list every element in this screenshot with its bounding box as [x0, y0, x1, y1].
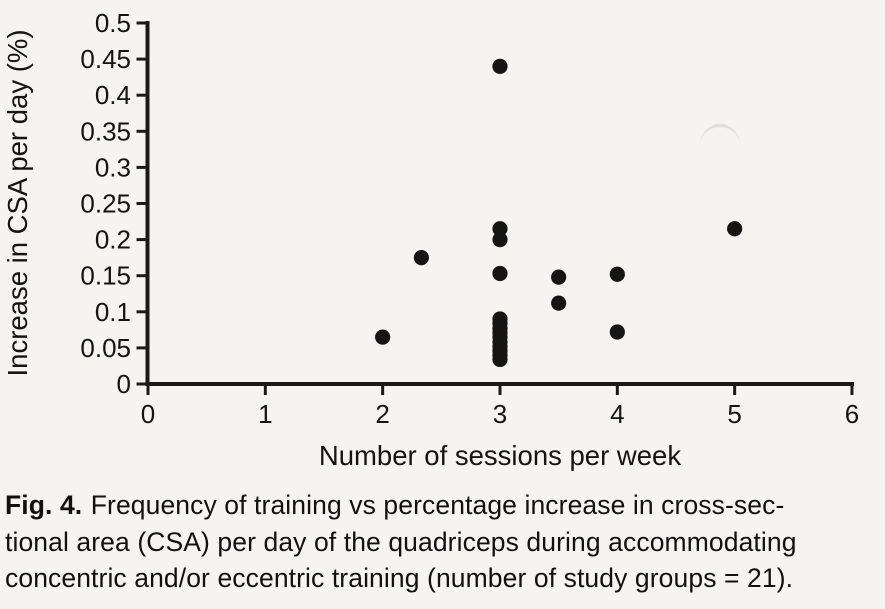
y-axis-title: Increase in CSA per day (%) [2, 30, 33, 377]
data-point [492, 221, 508, 237]
y-tick-label: 0.35 [80, 116, 131, 146]
x-tick-label: 2 [375, 399, 389, 429]
x-tick-label: 1 [258, 399, 272, 429]
y-tick-label: 0.1 [95, 297, 131, 327]
caption-line-1: Fig. 4. Frequency of training vs percenta… [5, 487, 881, 524]
data-point [375, 329, 391, 345]
data-point [727, 221, 743, 237]
figure-caption: Fig. 4. Frequency of training vs percenta… [5, 487, 881, 597]
caption-line-2: tional area (CSA) per day of the quadric… [5, 526, 797, 557]
y-tick-label: 0 [117, 369, 131, 399]
data-point [492, 351, 508, 368]
y-tick-label: 0.3 [95, 152, 131, 182]
scatter-plot: 0 0.05 0.1 0.15 0.2 0.25 0.3 0.35 0.4 0.45 0.5 0 1 2 3… [2, 8, 859, 471]
y-tick-label: 0.2 [95, 225, 131, 255]
y-tick-label: 0.5 [95, 8, 131, 38]
caption-line-1-text: Frequency of training vs percentage incr… [90, 490, 785, 520]
data-point [492, 58, 508, 74]
data-point [492, 232, 508, 248]
y-tick-label: 0.4 [95, 80, 131, 110]
x-tick-label: 0 [141, 399, 155, 429]
y-tick-label: 0.25 [80, 189, 131, 219]
x-tick-label: 6 [845, 399, 859, 429]
x-tick-label: 5 [727, 399, 741, 429]
data-point [551, 269, 567, 285]
data-point [609, 324, 625, 340]
data-point [551, 295, 567, 311]
y-tick-label: 0.05 [80, 333, 131, 363]
caption-figure-label: Fig. 4. [5, 490, 83, 520]
data-point [492, 265, 508, 282]
caption-line-3: concentric and/or eccentric training (nu… [5, 563, 794, 593]
x-tick-label: 4 [610, 399, 624, 429]
y-tick-label: 0.15 [80, 261, 131, 291]
y-tick-label: 0.45 [80, 44, 131, 74]
x-axis-title: Number of sessions per week [319, 440, 681, 471]
x-tick-label: 3 [493, 399, 507, 429]
data-point [609, 266, 625, 282]
data-point [413, 250, 429, 266]
